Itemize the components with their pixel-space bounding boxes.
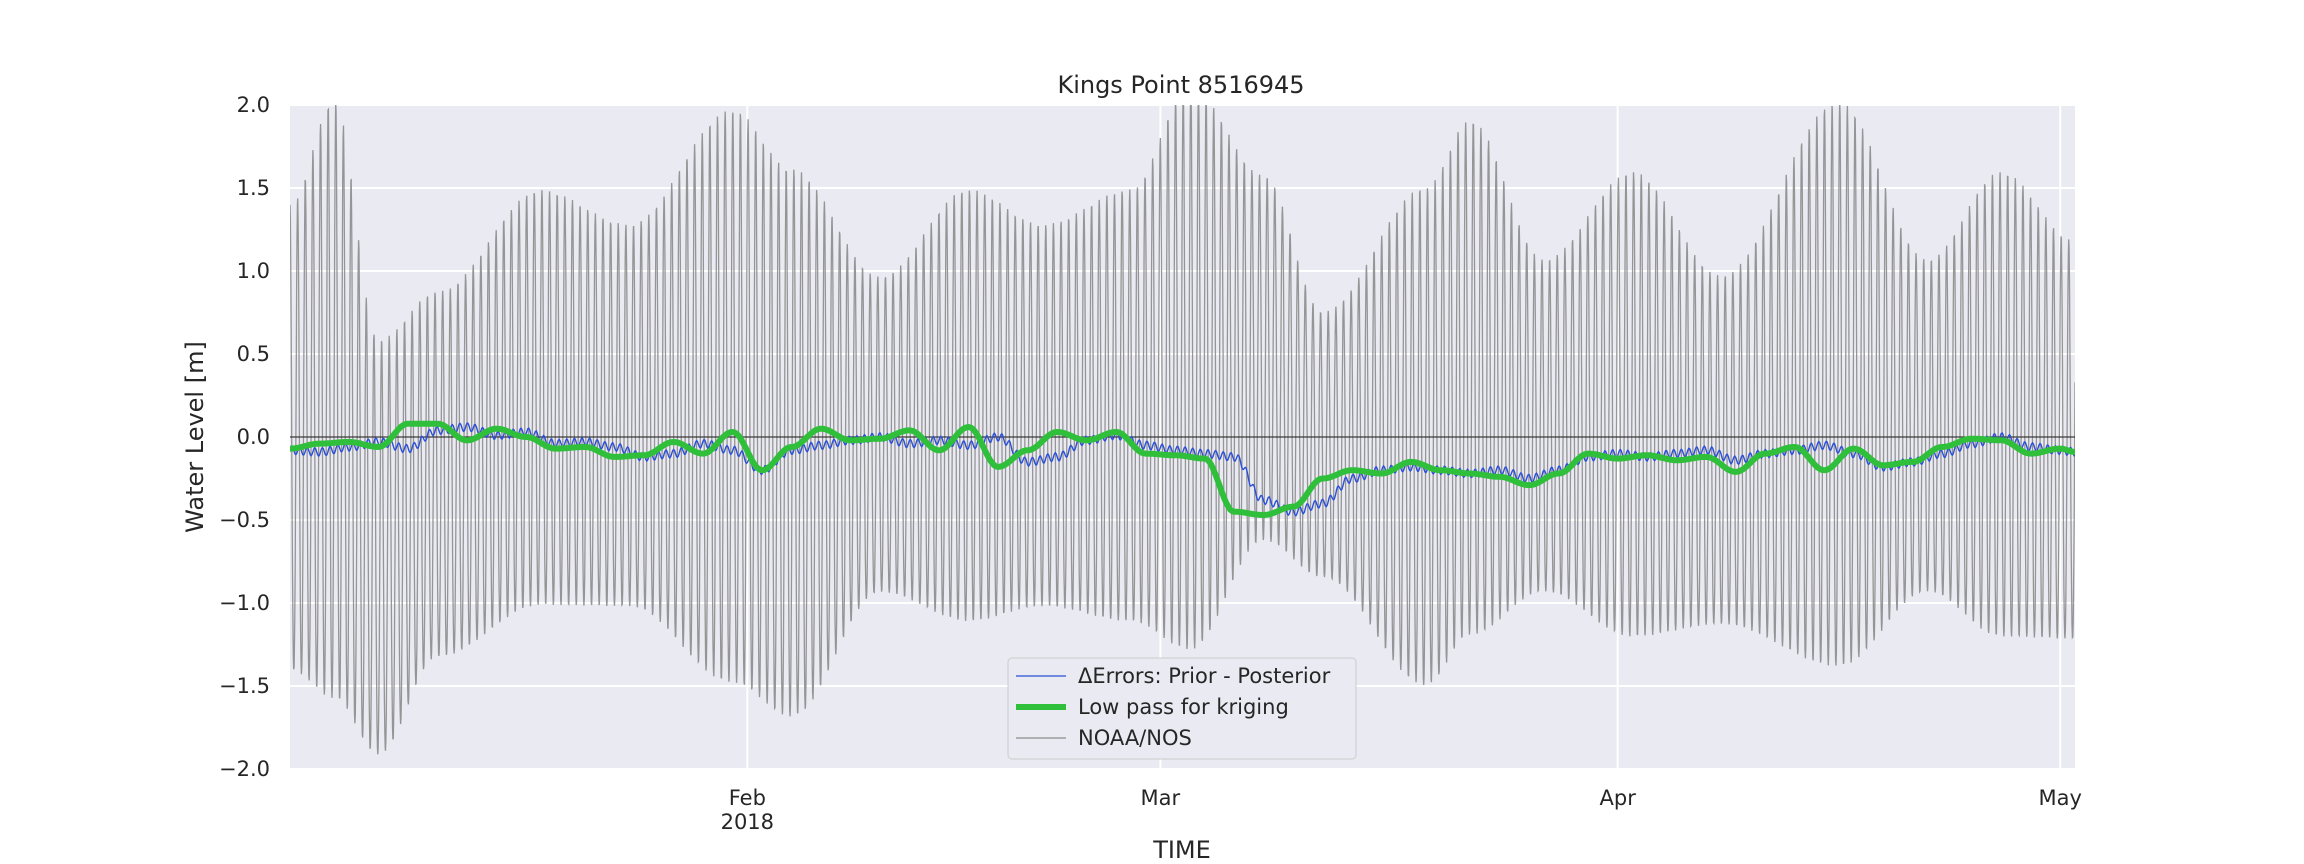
y-tick-label: −1.5: [219, 674, 270, 698]
y-tick-label: −2.0: [219, 757, 270, 781]
y-axis-label: Water Level [m]: [181, 341, 209, 533]
legend: ΔErrors: Prior - Posterior Low pass for …: [1007, 657, 1357, 760]
x-tick-label: May: [2039, 786, 2082, 810]
series-line-low-pass: [290, 420, 2075, 518]
y-tick-label: 0.0: [237, 425, 270, 449]
x-tick-label: Mar: [1141, 786, 1181, 810]
y-tick-label: −1.0: [219, 591, 270, 615]
legend-label-low-pass: Low pass for kriging: [1078, 695, 1289, 719]
y-tick-label: 1.5: [237, 176, 270, 200]
y-tick-label: 2.0: [237, 93, 270, 117]
legend-label-noaa: NOAA/NOS: [1078, 726, 1192, 750]
legend-label-delta-errors: ΔErrors: Prior - Posterior: [1078, 664, 1331, 688]
y-tick-label: 0.5: [237, 342, 270, 366]
y-tick-labels: −2.0 −1.5 −1.0 −0.5 0.0 0.5 1.0 1.5 2.0: [219, 93, 270, 781]
chart-title: Kings Point 8516945: [1057, 71, 1304, 99]
y-tick-label: 1.0: [237, 259, 270, 283]
x-axis-label: TIME: [1152, 836, 1211, 864]
y-tick-label: −0.5: [219, 508, 270, 532]
legend-box: [1007, 657, 1357, 760]
x-tick-label: Feb: [729, 786, 766, 810]
x-tick-sublabel: 2018: [721, 810, 774, 834]
x-tick-label: Apr: [1600, 786, 1637, 810]
series-line-noaa: [290, 105, 2075, 755]
series-lines: [290, 105, 2075, 755]
